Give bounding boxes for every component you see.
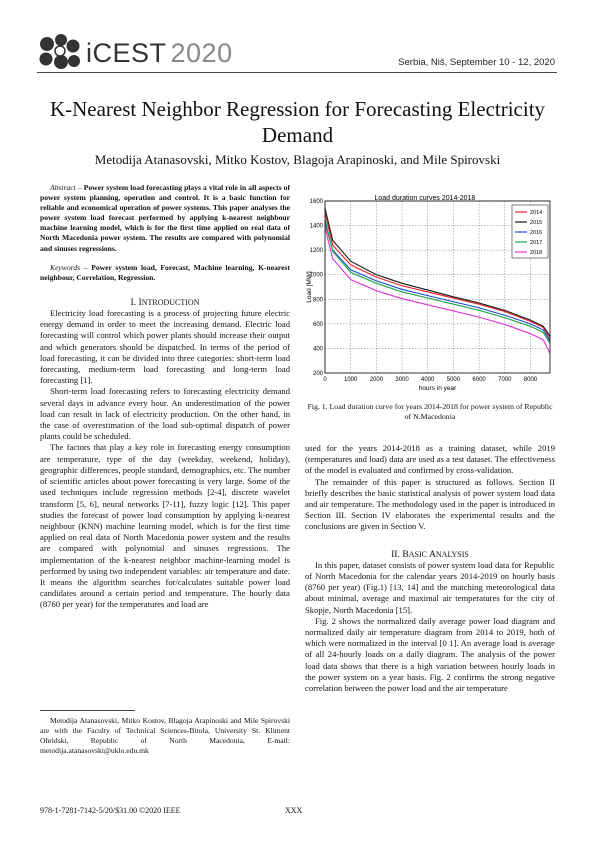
x-tick-label: 5000 [447, 377, 461, 383]
x-tick-label: 7000 [498, 377, 512, 383]
chart-legend: 2014 2015 2016 2017 2018 [511, 204, 549, 259]
section2-num: II. [391, 548, 400, 560]
footer-isbn: 978-1-7281-7142-5/20/$31.00 ©2020 IEEE [40, 806, 181, 815]
y-tick-label: 800 [313, 297, 324, 303]
y-tick-label: 1200 [310, 248, 324, 254]
x-tick-label: 6000 [472, 377, 486, 383]
legend-label-2018: 2018 [530, 250, 542, 256]
plot-frame [324, 200, 551, 374]
conference-line: Serbia, Niš, September 10 - 12, 2020 [398, 57, 555, 68]
abstract-text: Power system load forecasting plays a vi… [40, 183, 290, 253]
load-duration-chart: 0 1000 2000 3000 4000 5000 6000 7000 8000 200 400 6… [306, 195, 551, 392]
abstract-label: Abstract – [50, 183, 82, 192]
y-tick-label: 200 [313, 371, 324, 377]
x-tick-label: 4000 [421, 377, 435, 383]
section-heading-basic-analysis: II. BASIC ANALYSIS [305, 549, 555, 560]
footer-page: XXX [285, 806, 303, 815]
legend-label-2015: 2015 [530, 220, 542, 226]
abstract: Abstract – Power system load forecasting… [40, 183, 290, 254]
x-tick-label: 2000 [370, 377, 384, 383]
intro-paragraph-2: Short-term load forecasting refers to fo… [40, 386, 290, 442]
series-line-2014 [324, 213, 551, 339]
right-paragraph-2: The remainder of this paper is structure… [305, 476, 555, 532]
keywords: Keywords – Power system load, Forecast, … [40, 263, 290, 283]
legend-label-2016: 2016 [530, 230, 542, 236]
left-column: Abstract – Power system load forecasting… [40, 183, 290, 611]
section1-rest: NTRODUCTION [141, 297, 200, 307]
section1-num: I. [130, 296, 137, 308]
y-tick-label: 1400 [310, 224, 324, 230]
x-tick-label: 8000 [524, 377, 538, 383]
keywords-label: Keywords – [50, 262, 88, 272]
conference-logo [39, 34, 80, 69]
series-line-2017 [324, 219, 551, 344]
x-tick-label: 3000 [395, 377, 409, 383]
series-line-2018 [324, 227, 551, 354]
y-tick-label: 1000 [310, 273, 324, 279]
section2-rest: ASIC [408, 549, 429, 559]
logo-name: iCEST [86, 38, 167, 68]
header-rule [37, 72, 557, 73]
paper-title: K-Nearest Neighbor Regression for Foreca… [49, 97, 546, 147]
figure-1-caption: Fig. 1. Load duration curve for years 20… [307, 402, 553, 421]
chart-title: Load duration curves 2014-2018 [375, 195, 476, 202]
section2-first: B [402, 548, 409, 560]
section2-first2: A [428, 548, 436, 560]
section-heading-introduction: I. INTRODUCTION [40, 297, 290, 308]
footnote-rule [40, 710, 135, 711]
chart-tick-labels: 0 1000 2000 3000 4000 5000 6000 7000 8000 200 400 6… [310, 199, 538, 383]
analysis-paragraph-2: Fig. 2 shows the normalized daily averag… [305, 615, 555, 694]
x-tick-label: 0 [323, 377, 327, 383]
y-tick-label: 1600 [310, 199, 324, 205]
paper-authors: Metodija Atanasovski, Mitko Kostov, Blag… [94, 152, 501, 167]
x-tick-label: 1000 [344, 377, 358, 383]
analysis-paragraph-1: In this paper, dataset consists of power… [305, 559, 555, 615]
section2-rest2: NALYSIS [435, 549, 469, 559]
intro-paragraph-3: The factors that play a key role in fore… [40, 442, 290, 610]
keywords-text: Power system load, Forecast, Machine lea… [40, 262, 291, 282]
intro-paragraph-1: Electricity load forecasting is a proces… [40, 308, 290, 386]
series-line-2016 [324, 222, 551, 342]
chart-y-axis-label: Load [MW] [306, 271, 313, 303]
right-column: used for the years 2014-2018 as a traini… [305, 443, 555, 694]
right-paragraph-1: used for the years 2014-2018 as a traini… [305, 443, 555, 476]
y-tick-label: 600 [313, 322, 324, 328]
legend-label-2017: 2017 [530, 240, 542, 246]
chart-series-group [324, 208, 551, 354]
y-tick-label: 400 [313, 346, 324, 352]
logo-text: iCEST 2020 [86, 38, 233, 69]
chart-x-axis-label: hours in year [419, 385, 457, 392]
legend-label-2014: 2014 [530, 210, 542, 216]
series-line-2015 [324, 208, 551, 337]
logo-year: 2020 [170, 38, 233, 68]
section1-first: I [138, 296, 142, 308]
author-footnote: Metodija Atanasovski, Mitko Kostov, Blag… [40, 716, 290, 755]
